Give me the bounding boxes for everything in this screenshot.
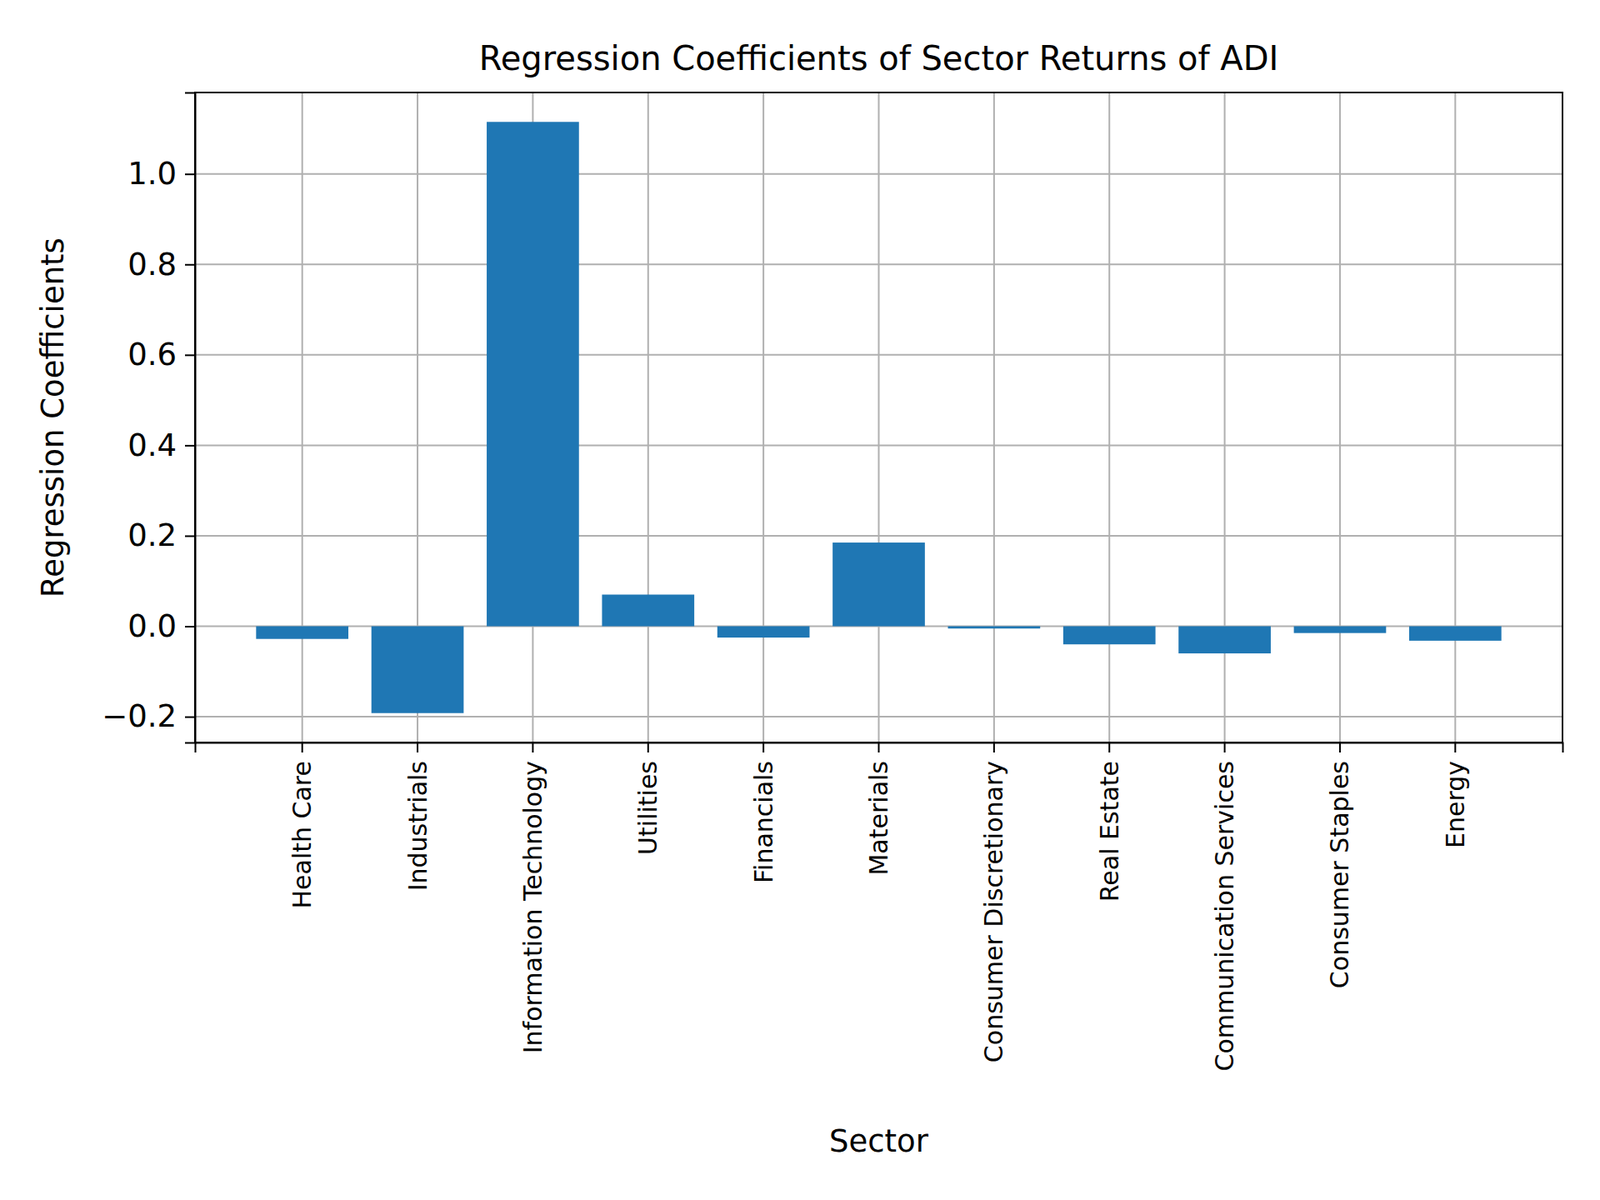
x-tick <box>993 742 995 753</box>
grid-line-x <box>878 92 880 743</box>
y-tick-group: 0.2 <box>127 517 195 554</box>
bar <box>1178 626 1271 655</box>
x-tick-group: Financials <box>749 742 779 884</box>
x-tick-group: Consumer Discretionary <box>979 742 1009 1063</box>
x-tick <box>1339 742 1341 753</box>
x-tick <box>531 742 534 753</box>
x-tick <box>416 742 419 753</box>
plot-area: −0.2 0.0 0.2 0.4 0.6 0.8 1.0 Health Care Industr… <box>101 92 1563 1072</box>
y-tick-group: 1.0 <box>127 155 195 192</box>
bar <box>255 626 349 640</box>
x-tick-label: Health Care <box>287 760 317 910</box>
x-tick-group: Communication Services <box>1210 742 1240 1072</box>
y-tick-label: 0.4 <box>127 427 177 464</box>
x-tick-label: Consumer Discretionary <box>979 760 1009 1063</box>
bar <box>601 595 695 627</box>
x-tick-group: Materials <box>864 742 894 876</box>
x-tick <box>762 742 765 753</box>
plot-frame <box>195 92 1563 743</box>
y-axis: −0.2 0.0 0.2 0.4 0.6 0.8 1.0 <box>101 93 195 744</box>
title: Regression Coefficients of Sector Return… <box>479 39 1280 78</box>
bar <box>371 626 465 714</box>
y-tick-label: 0.8 <box>127 246 177 283</box>
y-tick <box>185 445 195 447</box>
y-axis-title: Regression Coefficients <box>35 237 71 598</box>
x-tick <box>1454 742 1456 753</box>
grid-line-x <box>1454 92 1456 743</box>
y-tick-label: 1.0 <box>127 155 177 192</box>
x-tick-group: Utilities <box>633 742 663 855</box>
bar <box>1294 626 1387 634</box>
x-tick-label: Consumer Staples <box>1325 760 1355 989</box>
x-tick-group: Consumer Staples <box>1325 742 1355 989</box>
y-tick-label: −0.2 <box>101 698 177 735</box>
y-tick <box>185 264 195 266</box>
grid-line-x <box>647 92 650 743</box>
x-tick-group: Health Care <box>287 742 317 910</box>
x-tick-label: Industrials <box>403 760 433 891</box>
x-tick <box>878 742 880 753</box>
grid-line-x <box>1339 92 1341 743</box>
y-tick-group: 0.4 <box>127 427 195 464</box>
y-tick <box>185 625 195 628</box>
x-tick <box>301 742 304 753</box>
y-axis-line <box>185 93 196 744</box>
chart: −0.2 0.0 0.2 0.4 0.6 0.8 1.0 Health Care Industr… <box>0 0 1600 1200</box>
y-tick <box>185 173 195 175</box>
x-tick-label: Energy <box>1440 760 1470 849</box>
x-tick-group: Energy <box>1440 742 1470 849</box>
x-axis-title: Sector <box>829 1123 930 1160</box>
grid-line-x <box>993 92 995 743</box>
x-tick-group: Information Technology <box>518 742 548 1054</box>
bar <box>948 626 1041 630</box>
grid-line-x <box>762 92 765 743</box>
grid-line-x <box>301 92 304 743</box>
x-axis-line <box>195 743 1564 754</box>
x-axis: Health Care Industrials Information Techno… <box>195 742 1564 1072</box>
bar <box>717 626 810 639</box>
x-tick-group: Industrials <box>403 742 433 891</box>
grid-line-x <box>1108 92 1110 743</box>
x-tick-label: Financials <box>749 760 779 884</box>
x-tick <box>1108 742 1110 753</box>
bar <box>1063 626 1156 645</box>
y-tick <box>185 535 195 537</box>
grid <box>195 92 1563 743</box>
y-tick-group: 0.8 <box>127 246 195 283</box>
bar <box>1409 626 1502 641</box>
x-tick <box>647 742 650 753</box>
bar <box>832 542 925 626</box>
y-tick-label: 0.6 <box>127 336 177 373</box>
y-tick-group: 0.6 <box>127 336 195 373</box>
y-tick-group: −0.2 <box>101 698 195 735</box>
bar <box>486 121 580 626</box>
x-tick-label: Real Estate <box>1095 760 1125 902</box>
y-tick-group: 0.0 <box>127 608 195 645</box>
y-tick <box>185 354 195 356</box>
x-tick-label: Utilities <box>633 760 663 855</box>
x-tick-label: Communication Services <box>1210 760 1240 1072</box>
y-tick <box>185 716 195 719</box>
x-tick-label: Information Technology <box>518 760 548 1054</box>
x-tick-label: Materials <box>864 760 894 876</box>
bars <box>255 121 1501 713</box>
x-tick <box>1224 742 1226 753</box>
x-tick-group: Real Estate <box>1095 742 1125 902</box>
y-tick-label: 0.0 <box>127 608 177 645</box>
y-tick-label: 0.2 <box>127 517 177 554</box>
